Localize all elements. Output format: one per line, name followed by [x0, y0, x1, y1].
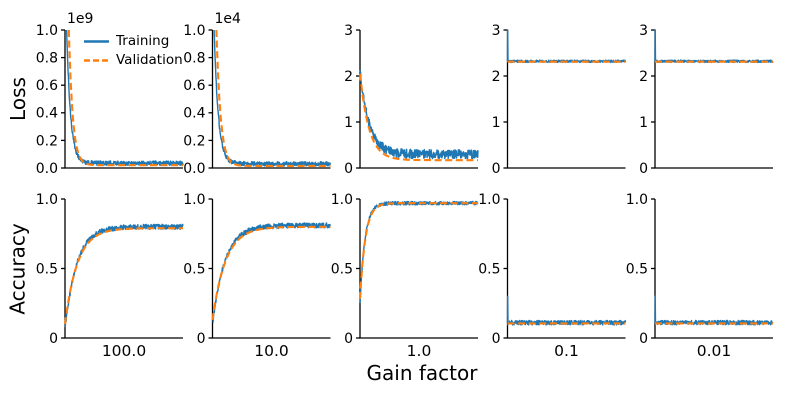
legend-item-validation: Validation: [83, 53, 183, 68]
legend-label-validation: Validation: [116, 51, 183, 68]
y-tick-label: 0.0: [183, 161, 205, 177]
y-tick-label: 1.0: [183, 23, 205, 39]
subplot-loss-gain-10: 0.0 0.2 0.4 0.6 0.8 1.0 1e4: [183, 11, 332, 177]
subplot-acc-gain-10: 0 0.5 1.0 10.0: [183, 192, 332, 360]
column-label: 0.1: [554, 342, 579, 360]
training-series: [506, 295, 627, 326]
y-tick-label: 0.2: [36, 133, 58, 149]
y-tick-label: 3: [639, 23, 648, 39]
training-series: [64, 223, 184, 328]
y-tick-label: 1: [492, 115, 501, 131]
y-tick-label: 1.0: [478, 192, 500, 208]
training-series: [654, 29, 774, 64]
y-tick-label: 0.4: [36, 106, 58, 122]
y-tick-label: 1.0: [626, 192, 648, 208]
y-tick-label: 1: [639, 115, 648, 131]
y-tick-label: 0.4: [183, 106, 205, 122]
y-tick-label: 0.5: [183, 261, 205, 277]
training-series: [654, 295, 774, 326]
training-line-swatch: [84, 40, 109, 43]
subplot-acc-gain-1: 0 0.5 1.0 1.0: [331, 192, 479, 360]
legend: Training Validation: [83, 34, 183, 72]
axes-spines: [211, 30, 331, 169]
axes-spines: [506, 199, 626, 339]
x-axis-label: Gain factor: [366, 361, 478, 385]
axes-spines: [506, 30, 626, 169]
y-tick-label: 0: [639, 161, 648, 177]
validation-line-swatch: [84, 59, 109, 62]
validation-series: [358, 202, 479, 300]
column-label: 0.01: [697, 342, 732, 360]
y-tick-label: 0: [344, 331, 353, 347]
subplot-acc-gain-100: 0 0.5 1.0 100.0: [36, 192, 184, 360]
y-axis-label-loss: Loss: [0, 30, 36, 168]
training-series: [212, 222, 332, 323]
y-tick-label: 2: [639, 69, 648, 85]
training-series: [359, 70, 479, 160]
training-series: [506, 29, 627, 64]
training-series: [213, 29, 332, 167]
y-tick-label: 1.0: [36, 23, 58, 39]
y-tick-label: 1.0: [331, 192, 353, 208]
y-tick-label: 0: [492, 331, 501, 347]
y-tick-label: 0: [344, 161, 353, 177]
subplot-loss-gain-0.1: 0 1 2 3: [492, 23, 627, 177]
y-tick-label: 0.6: [36, 78, 58, 94]
validation-series: [358, 73, 479, 162]
y-tick-label: 0.5: [478, 261, 500, 277]
y-tick-label: 2: [344, 69, 353, 85]
y-axis-label-accuracy-text: Accuracy: [6, 222, 30, 315]
y-tick-label: 1.0: [36, 192, 58, 208]
y-tick-label: 3: [492, 23, 501, 39]
axes-spines: [211, 199, 331, 339]
y-tick-label: 1.0: [183, 192, 205, 208]
y-tick-label: 0.0: [36, 161, 58, 177]
subplot-loss-gain-1: 0 1 2 3: [344, 23, 479, 177]
y-tick-label: 0: [49, 331, 58, 347]
subplot-acc-gain-0.01: 0 0.5 1.0 0.01: [626, 192, 774, 360]
validation-series: [211, 225, 332, 321]
axis-scale-label: 1e4: [215, 11, 242, 27]
y-tick-label: 3: [344, 23, 353, 39]
training-series: [65, 29, 184, 167]
y-tick-label: 0.8: [183, 51, 205, 67]
y-axis-label-accuracy: Accuracy: [0, 199, 36, 338]
axes-spines: [654, 30, 773, 169]
y-tick-label: 0.5: [626, 261, 648, 277]
y-tick-label: 1: [344, 115, 353, 131]
y-tick-label: 0.8: [36, 51, 58, 67]
axes-spines: [654, 199, 773, 339]
y-tick-label: 0.5: [36, 261, 58, 277]
y-tick-label: 0: [197, 331, 206, 347]
y-axis-label-loss-text: Loss: [6, 77, 30, 121]
subplot-loss-gain-0.01: 0 1 2 3: [639, 23, 774, 177]
legend-label-training: Training: [116, 32, 170, 49]
validation-series: [67, 29, 184, 167]
validation-series: [63, 227, 184, 325]
y-tick-label: 2: [492, 69, 501, 85]
legend-item-training: Training: [83, 34, 183, 49]
column-label: 100.0: [102, 342, 146, 360]
axes-spines: [64, 199, 183, 339]
column-label: 10.0: [254, 342, 289, 360]
y-tick-label: 0.6: [183, 78, 205, 94]
y-tick-label: 0: [492, 161, 501, 177]
y-tick-label: 0: [639, 331, 648, 347]
subplot-loss-gain-100: 0.0 0.2 0.4 0.6 0.8 1.0 1e9: [36, 11, 184, 177]
axes-spines: [359, 199, 478, 339]
validation-series: [215, 30, 332, 167]
subplot-acc-gain-0.1: 0 0.5 1.0 0.1: [478, 192, 627, 360]
y-tick-label: 0.2: [183, 133, 205, 149]
column-label: 1.0: [407, 342, 432, 360]
axis-scale-label: 1e9: [67, 11, 93, 27]
y-tick-label: 0.5: [331, 261, 353, 277]
training-series: [359, 200, 479, 304]
